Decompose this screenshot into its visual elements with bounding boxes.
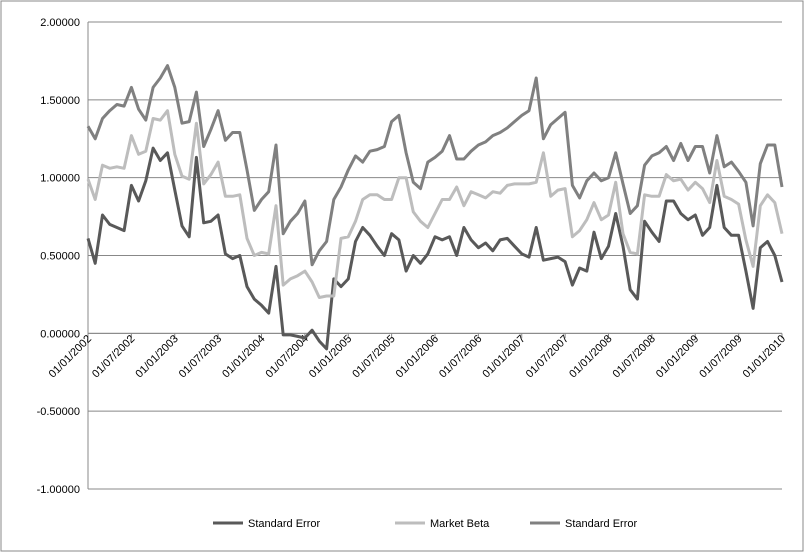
series-line bbox=[86, 64, 784, 267]
y-tick-label: -0.50000 bbox=[37, 406, 80, 418]
series-line bbox=[86, 146, 784, 351]
y-tick-label: 1.00000 bbox=[40, 173, 80, 185]
legend-label: Standard Error bbox=[248, 518, 320, 530]
y-tick-label: 2.00000 bbox=[40, 17, 80, 29]
y-tick-label: 0.00000 bbox=[40, 328, 80, 340]
legend-label: Market Beta bbox=[430, 518, 490, 530]
y-tick-label: 1.50000 bbox=[40, 95, 80, 107]
legend-label: Standard Error bbox=[565, 518, 637, 530]
y-tick-label: -1.00000 bbox=[37, 484, 80, 496]
series-line bbox=[86, 109, 784, 299]
y-tick-label: 0.50000 bbox=[40, 251, 80, 263]
